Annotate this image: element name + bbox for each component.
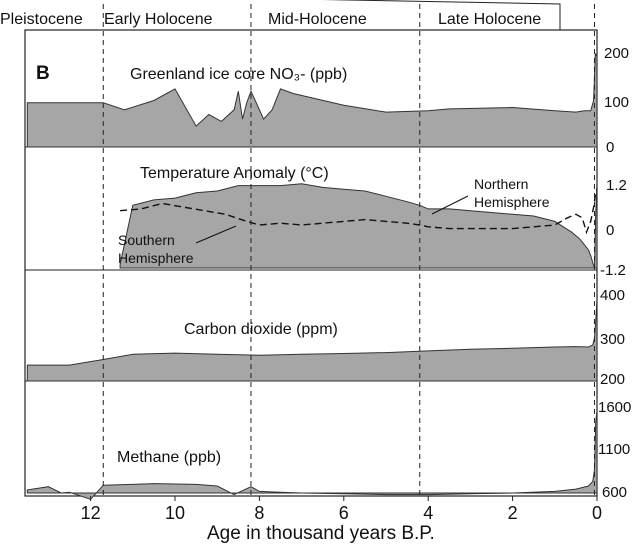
period-label-late-holocene: Late Holocene <box>438 11 541 28</box>
northern-hemisphere-leader <box>431 195 469 215</box>
nitrate-area <box>26 52 598 148</box>
x-tick-label: 6 <box>339 503 349 523</box>
y-tick-label: 200 <box>604 45 629 62</box>
header-bracket <box>242 0 561 30</box>
southern-hemisphere-label-line2: Hemisphere <box>118 250 194 266</box>
period-label-pleistocene: Pleistocene <box>0 11 83 28</box>
y-tick-label: 600 <box>602 484 627 501</box>
period-boundaries <box>102 4 595 496</box>
southern-hemisphere-label-line1: Southern <box>118 232 175 248</box>
y-tick-label: 0 <box>606 222 614 239</box>
y-tick-label: 400 <box>600 287 625 304</box>
co2-area <box>26 299 598 382</box>
x-tick-label: 2 <box>508 503 518 523</box>
x-axis: 12 10 8 6 4 2 0 <box>81 496 602 523</box>
x-tick-label: 8 <box>254 503 264 523</box>
x-tick-label: 0 <box>592 503 602 523</box>
y-tick-label: 300 <box>600 331 625 348</box>
y-tick-label: 1.2 <box>606 177 627 194</box>
y-tick-label: 0 <box>606 139 614 156</box>
y-tick-label: 200 <box>600 371 625 388</box>
period-label-mid-holocene: Mid-Holocene <box>268 11 367 28</box>
y-tick-label: -1.2 <box>600 262 626 279</box>
northern-hemisphere-label-line2: Hemisphere <box>474 194 550 210</box>
x-axis-title: Age in thousand years B.P. <box>207 523 435 544</box>
y-tick-labels: 200 100 0 1.2 0 -1.2 400 300 200 1600 11… <box>598 45 631 501</box>
y-tick-label: 1600 <box>598 399 631 416</box>
temperature-north-area <box>119 181 598 269</box>
methane-area <box>26 410 598 500</box>
southern-hemisphere-leader <box>195 225 237 244</box>
northern-hemisphere-label-line1: Northern <box>474 176 528 192</box>
data-areas <box>26 52 598 500</box>
methane-title: Methane (ppb) <box>117 449 221 466</box>
temperature-south-line <box>120 188 598 235</box>
temperature-title: Temperature Anomaly (°C) <box>140 165 329 182</box>
panel-label: B <box>36 63 50 84</box>
y-tick-label: 100 <box>604 94 629 111</box>
y-tick-label: 1100 <box>598 441 630 458</box>
x-tick-label: 12 <box>81 503 101 523</box>
nitrate-title: Greenland ice core NO₃- (ppb) <box>130 66 347 83</box>
x-tick-label: 10 <box>165 503 185 523</box>
period-label-early-holocene: Early Holocene <box>104 11 213 28</box>
x-tick-label: 4 <box>423 503 433 523</box>
co2-title: Carbon dioxide (ppm) <box>184 321 338 338</box>
